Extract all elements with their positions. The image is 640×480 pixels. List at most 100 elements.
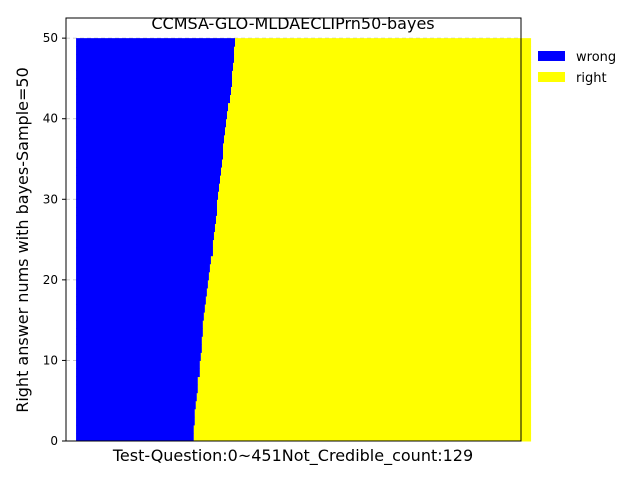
bar-right-y29 [216, 199, 532, 208]
bar-right-y11 [201, 344, 532, 353]
legend-label-right: right [576, 71, 607, 86]
y-axis-label: Right answer nums with bayes-Sample=50 [13, 67, 32, 413]
bar-right-y47 [234, 54, 532, 63]
bar-right-y0 [193, 432, 532, 442]
bar-wrong-y38 [76, 126, 226, 136]
bar-right-y2 [194, 416, 532, 426]
y-tick-label-50: 50 [43, 31, 58, 45]
bar-wrong-y46 [76, 62, 234, 71]
bar-right-y33 [221, 167, 532, 176]
bar-right-y16 [204, 304, 532, 313]
bar-right-y5 [196, 392, 532, 402]
bar-right-y40 [227, 110, 532, 120]
bar-wrong-y16 [76, 304, 205, 313]
y-tick-label-40: 40 [43, 112, 58, 126]
bar-wrong-y35 [76, 150, 224, 160]
bar-wrong-y39 [76, 118, 227, 128]
bar-right-y10 [200, 352, 532, 361]
bar-wrong-y21 [76, 263, 210, 273]
bars-group [76, 38, 532, 442]
bar-right-y44 [232, 78, 532, 87]
bar-right-y22 [210, 255, 532, 265]
bar-wrong-y47 [76, 54, 235, 63]
bar-right-y32 [220, 175, 532, 184]
bar-wrong-y27 [76, 215, 216, 224]
bar-wrong-y9 [76, 360, 200, 369]
y-tick-label-10: 10 [43, 353, 58, 367]
bar-right-y41 [228, 102, 532, 112]
bar-wrong-y2 [76, 416, 195, 426]
bar-wrong-y32 [76, 175, 221, 184]
bar-right-y31 [219, 183, 532, 192]
plot-frame [65, 17, 522, 442]
bar-wrong-y1 [76, 424, 194, 434]
bar-wrong-y48 [76, 46, 235, 55]
bar-right-y14 [202, 320, 532, 329]
bar-right-y27 [215, 215, 532, 224]
bar-right-y3 [194, 408, 532, 418]
bar-wrong-y15 [76, 312, 204, 321]
bar-right-y38 [225, 126, 532, 136]
bar-wrong-y17 [76, 295, 206, 305]
y-tick-label-20: 20 [43, 273, 58, 287]
bar-right-y37 [224, 134, 532, 144]
bar-right-y34 [222, 159, 532, 168]
bar-right-y26 [214, 223, 532, 233]
bar-right-y49 [235, 38, 532, 47]
bar-wrong-y36 [76, 142, 224, 152]
bar-wrong-y37 [76, 134, 225, 144]
bar-wrong-y41 [76, 102, 229, 112]
bar-wrong-y10 [76, 352, 201, 361]
bar-right-y19 [207, 279, 532, 289]
bar-right-y28 [216, 207, 532, 216]
bar-wrong-y5 [76, 392, 197, 402]
bar-wrong-y33 [76, 167, 222, 176]
bar-right-y21 [209, 263, 532, 273]
bar-right-y1 [193, 424, 532, 434]
bar-wrong-y0 [76, 432, 194, 442]
bar-wrong-y29 [76, 199, 217, 208]
bar-wrong-y49 [76, 38, 236, 47]
bar-wrong-y4 [76, 400, 196, 410]
bar-wrong-y7 [76, 376, 198, 386]
bar-wrong-y28 [76, 207, 217, 216]
bar-right-y18 [206, 287, 532, 297]
bar-wrong-y23 [76, 247, 213, 257]
bar-wrong-y22 [76, 255, 211, 265]
bar-right-y46 [233, 62, 532, 71]
bar-right-y15 [203, 312, 532, 321]
bar-wrong-y45 [76, 70, 233, 79]
bar-wrong-y8 [76, 368, 200, 378]
bar-right-y30 [218, 191, 532, 200]
bar-right-y12 [201, 336, 532, 345]
bar-wrong-y44 [76, 78, 233, 87]
bar-wrong-y11 [76, 344, 202, 353]
bar-right-y39 [226, 118, 532, 128]
bar-right-y20 [208, 271, 532, 281]
bar-wrong-y18 [76, 287, 207, 297]
bar-wrong-y20 [76, 271, 209, 281]
bar-right-y45 [232, 70, 532, 79]
bar-wrong-y6 [76, 384, 198, 394]
y-tick-label-0: 0 [50, 434, 58, 448]
bar-right-y4 [195, 400, 532, 410]
bar-right-y8 [199, 368, 532, 378]
bar-right-y43 [231, 86, 532, 96]
legend-swatch-wrong [538, 51, 565, 61]
bar-wrong-y34 [76, 159, 223, 168]
bar-right-y48 [234, 46, 532, 55]
bar-right-y42 [230, 94, 532, 104]
x-axis-label: Test-Question:0~451Not_Credible_count:12… [112, 446, 473, 466]
bar-wrong-y43 [76, 86, 232, 96]
bar-right-y7 [197, 376, 532, 386]
bar-wrong-y30 [76, 191, 219, 200]
bar-wrong-y31 [76, 183, 220, 192]
bar-wrong-y24 [76, 239, 213, 249]
y-axis-ticks: 0 10 20 30 40 50 [43, 31, 66, 448]
bar-wrong-y14 [76, 320, 203, 329]
bar-right-y25 [213, 231, 532, 241]
bar-right-y23 [212, 247, 532, 257]
bar-right-y36 [223, 142, 532, 152]
